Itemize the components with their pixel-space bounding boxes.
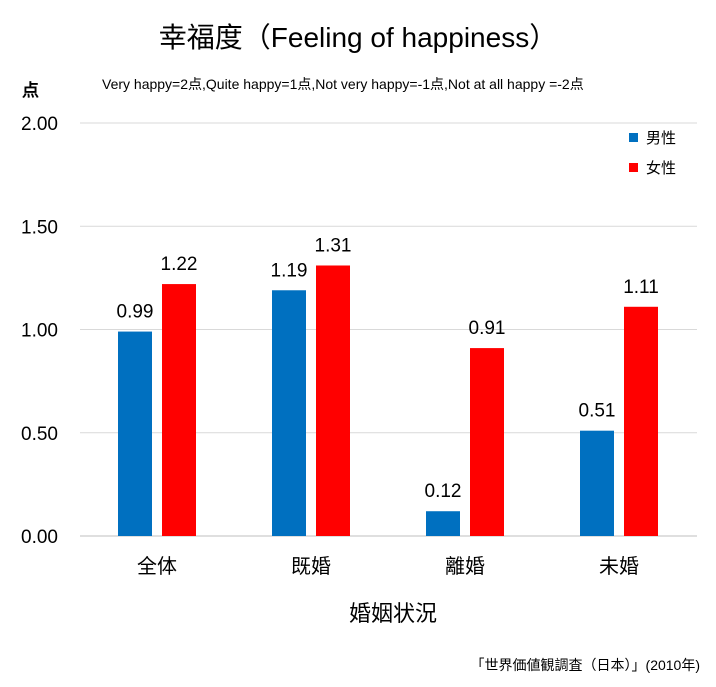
data-label: 1.22 xyxy=(161,254,198,275)
data-labels: 0.99 1.19 0.12 0.51 1.22 1.31 0.91 1.11 xyxy=(117,235,659,502)
bar-female xyxy=(624,306,658,536)
legend-swatch xyxy=(629,163,638,172)
bar-female xyxy=(162,284,196,536)
x-tick-label: 既婚 xyxy=(291,555,331,578)
data-label: 1.11 xyxy=(623,277,659,298)
data-label: 1.19 xyxy=(271,260,308,281)
y-tick-label: 1.00 xyxy=(21,321,58,342)
x-axis-title: 婚姻状況 xyxy=(349,601,437,626)
x-tick-labels: 全体 既婚 離婚 未婚 xyxy=(137,555,639,578)
source-note: 「世界価値観調査（日本）」(2010年) xyxy=(470,657,700,673)
data-label: 0.91 xyxy=(469,318,506,339)
bars xyxy=(118,265,658,536)
y-tick-label: 0.50 xyxy=(21,424,58,445)
chart-subtitle: Very happy=2点,Quite happy=1点,Not very ha… xyxy=(102,76,584,92)
y-tick-labels: 0.00 0.50 1.00 1.50 2.00 xyxy=(21,114,58,548)
legend-swatch xyxy=(629,133,638,142)
y-axis-unit: 点 xyxy=(22,81,39,100)
chart-title: 幸福度（Feeling of happiness） xyxy=(158,22,558,53)
bar-female xyxy=(316,265,350,536)
legend-label: 女性 xyxy=(646,159,676,177)
data-label: 0.12 xyxy=(425,481,462,502)
data-label: 0.51 xyxy=(579,401,616,422)
legend-label: 男性 xyxy=(646,130,676,147)
x-tick-label: 離婚 xyxy=(445,555,485,578)
bar-male xyxy=(118,331,152,536)
y-tick-label: 0.00 xyxy=(21,527,58,548)
y-tick-label: 1.50 xyxy=(21,217,58,238)
data-label: 1.31 xyxy=(315,235,352,256)
x-tick-label: 未婚 xyxy=(599,555,639,578)
bar-male xyxy=(272,290,306,536)
data-label: 0.99 xyxy=(117,302,154,323)
bar-female xyxy=(470,348,504,536)
y-tick-label: 2.00 xyxy=(21,114,58,135)
bar-male xyxy=(580,430,614,536)
bar-male xyxy=(426,511,460,536)
x-tick-label: 全体 xyxy=(137,555,177,578)
